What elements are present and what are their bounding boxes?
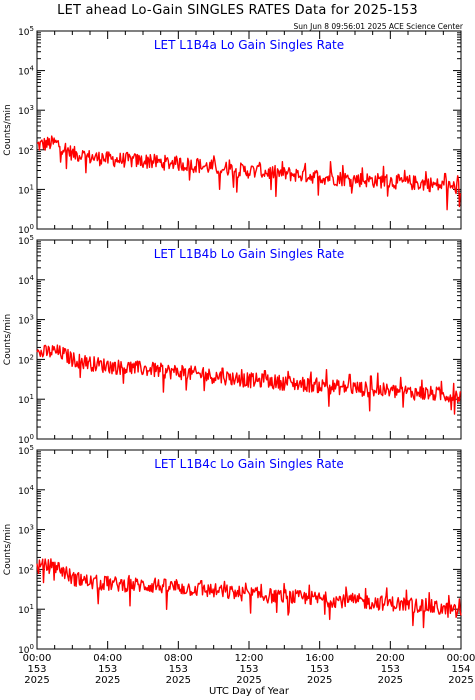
y-tick-label: 101: [18, 393, 34, 406]
x-tick-label: 153: [239, 664, 258, 675]
x-tick-label: 08:00: [164, 653, 193, 664]
y-tick-label: 104: [18, 65, 34, 78]
y-tick-label: 104: [18, 484, 34, 497]
y-tick-label: 102: [18, 353, 34, 366]
x-tick-label: 2025: [448, 675, 473, 686]
x-tick-label: 2025: [166, 675, 191, 686]
x-tick-label: 154: [451, 664, 470, 675]
y-tick-label: 103: [18, 314, 34, 327]
y-tick-label: 104: [18, 274, 34, 287]
panel-1-series-line: [36, 135, 462, 211]
y-tick-label: 101: [18, 603, 34, 616]
x-tick-label: 153: [27, 664, 46, 675]
page-title: LET ahead Lo-Gain SINGLES RATES Data for…: [57, 3, 418, 18]
panel-2-series-line: [36, 344, 462, 415]
y-axis-label: Counts/min: [3, 314, 13, 365]
panel-1-title: LET L1B4a Lo Gain Singles Rate: [154, 38, 344, 52]
x-tick-label: 153: [98, 664, 117, 675]
y-axis-label: Counts/min: [3, 524, 13, 575]
y-tick-label: 105: [18, 234, 34, 247]
y-tick-label: 103: [18, 104, 34, 117]
x-tick-label: 00:00: [23, 653, 52, 664]
x-tick-label: 153: [310, 664, 329, 675]
panel-2-frame: [36, 239, 462, 440]
x-tick-label: 20:00: [376, 653, 405, 664]
panel-1-frame: [36, 30, 462, 230]
y-tick-label: 105: [18, 444, 34, 457]
y-tick-label: 100: [18, 433, 34, 446]
x-tick-label: 2025: [378, 675, 403, 686]
x-tick-label: 04:00: [93, 653, 122, 664]
y-tick-label: 102: [18, 563, 34, 576]
x-tick-label: 2025: [307, 675, 332, 686]
y-tick-label: 100: [18, 223, 34, 236]
x-tick-label: 2025: [236, 675, 261, 686]
y-tick-label: 102: [18, 144, 34, 157]
x-axis-label: UTC Day of Year: [209, 686, 290, 697]
y-axis-label: Counts/min: [3, 104, 13, 155]
y-tick-label: 100: [18, 643, 34, 656]
x-tick-label: 16:00: [305, 653, 334, 664]
x-tick-label: 153: [381, 664, 400, 675]
panel-3-series-line: [36, 558, 462, 629]
x-tick-label: 00:00: [447, 653, 475, 664]
panel-3-frame: [36, 449, 462, 650]
y-tick-label: 105: [18, 25, 34, 38]
x-tick-label: 12:00: [235, 653, 264, 664]
panel-3-title: LET L1B4c Lo Gain Singles Rate: [154, 457, 344, 471]
panel-2-title: LET L1B4b Lo Gain Singles Rate: [154, 247, 345, 261]
x-tick-label: 2025: [95, 675, 120, 686]
y-tick-label: 103: [18, 524, 34, 537]
y-tick-label: 101: [18, 183, 34, 196]
generation-timestamp: Sun Jun 8 09:56:01 2025 ACE Science Cent…: [293, 22, 463, 31]
x-tick-label: 153: [169, 664, 188, 675]
x-tick-label: 2025: [24, 675, 49, 686]
